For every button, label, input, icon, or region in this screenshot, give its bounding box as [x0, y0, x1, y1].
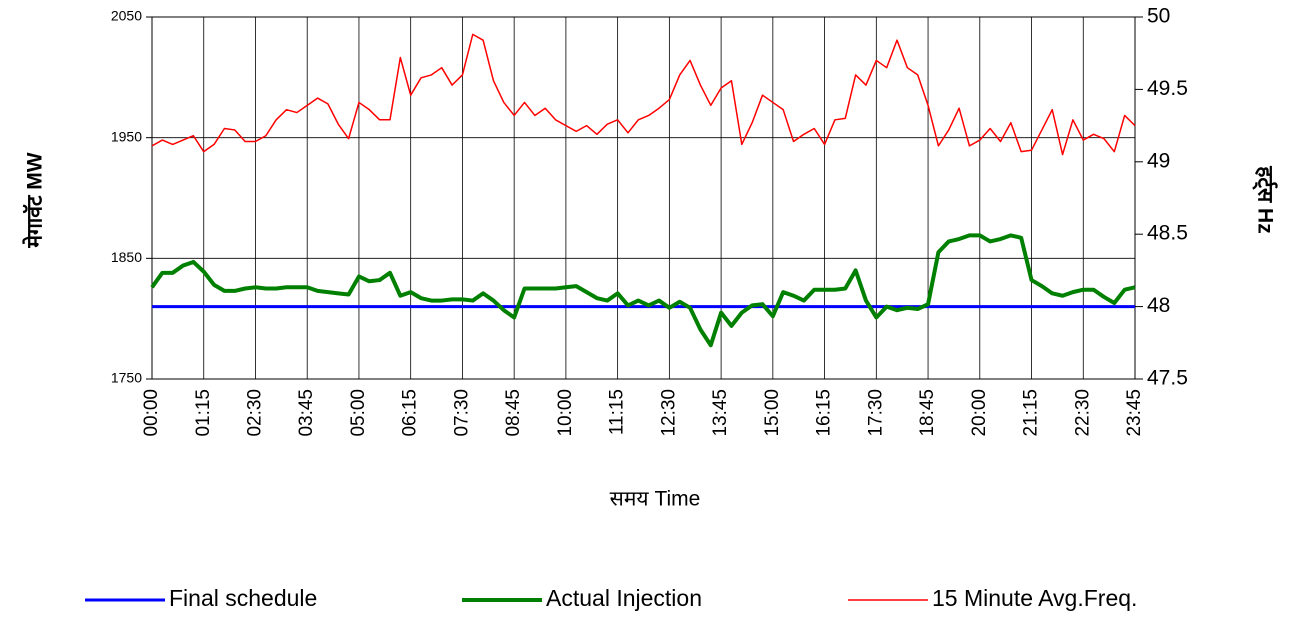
y-tick-label: 1950 — [111, 128, 142, 144]
y-tick-label: 1750 — [111, 370, 142, 386]
x-tick-label: 08:45 — [503, 389, 524, 437]
plot-frame — [151, 16, 1136, 380]
y-axis-title: मेगावॅट MW — [22, 152, 47, 248]
y2-tick-label: 49 — [1147, 149, 1170, 172]
x-tick-label: 17:30 — [865, 389, 886, 437]
x-tick-label: 01:15 — [193, 389, 214, 437]
x-tick-label: 21:15 — [1021, 389, 1042, 437]
y-tick-label: 1850 — [111, 249, 142, 265]
x-tick-label: 16:15 — [814, 389, 835, 437]
x-tick-label: 03:45 — [296, 389, 317, 437]
y2-tick-label: 47.5 — [1147, 367, 1188, 390]
x-tick-label: 00:00 — [141, 389, 162, 437]
x-tick-label: 15:00 — [762, 389, 783, 437]
x-tick-label: 23:45 — [1124, 389, 1145, 437]
y2-tick-label: 48 — [1147, 294, 1170, 317]
legend-label: 15 Minute Avg.Freq. — [932, 585, 1137, 611]
x-tick-label: 10:00 — [555, 389, 576, 437]
x-tick-label: 22:30 — [1072, 389, 1093, 437]
y2-axis-title: हर्ट्स Hz — [1252, 165, 1278, 233]
x-tick-label: 20:00 — [969, 389, 990, 437]
y-tick-label: 2050 — [111, 8, 142, 24]
x-tick-label: 11:15 — [607, 389, 628, 435]
x-tick-label: 06:15 — [400, 389, 421, 437]
legend-label: Actual Injection — [546, 585, 702, 611]
y2-tick-label: 50 — [1147, 5, 1170, 28]
y2-tick-label: 48.5 — [1147, 222, 1188, 245]
x-tick-label: 07:30 — [451, 389, 472, 437]
x-tick-label: 05:00 — [348, 389, 369, 437]
x-axis-title: समय Time — [610, 488, 701, 511]
legend-label: Final schedule — [169, 585, 317, 611]
series-line — [150, 233, 1136, 348]
x-tick-label: 12:30 — [658, 389, 679, 437]
y2-tick-label: 49.5 — [1147, 77, 1188, 100]
series-line — [151, 33, 1136, 156]
x-tick-label: 13:45 — [710, 389, 731, 437]
x-tick-label: 02:30 — [244, 389, 265, 437]
x-tick-label: 18:45 — [917, 389, 938, 437]
